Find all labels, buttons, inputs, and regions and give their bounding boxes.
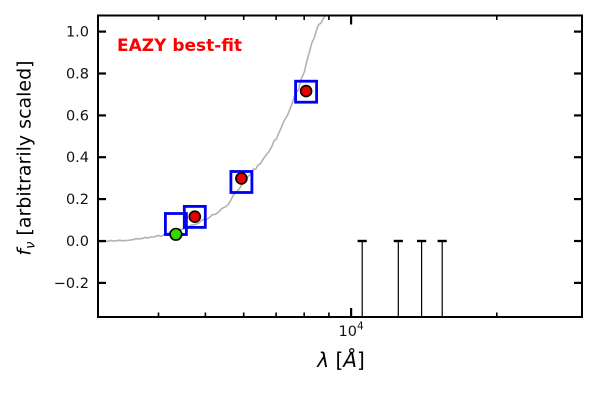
ylabel-symbol: f [13,248,36,256]
y-tick-label: −0.2 [54,276,89,292]
y-tick-label: 0.2 [66,192,89,208]
annotation-text: EAZY best-fit [117,36,243,56]
model-photometry-marker [182,204,207,229]
y-tick-label: 0.8 [66,67,89,83]
xlabel-unit: Å [343,348,357,372]
axes-frame [97,14,583,318]
observed-photometry-marker [299,84,313,98]
x-axis-label: λ [Å] [317,348,365,372]
xlabel-symbol: λ [317,348,330,372]
faint-detection-marker [169,227,183,241]
ylabel-units: [arbitrarily scaled] [13,60,36,242]
y-tick-label: 1.0 [66,25,89,41]
ylabel-subscript: ν [23,241,39,249]
observed-photometry-marker [188,210,202,223]
x-major-tick-label: 104 [339,321,364,341]
y-axis-label: fν [arbitrarily scaled] [14,60,39,255]
y-tick-label: 0.0 [66,234,89,250]
model-photometry-marker [294,79,319,104]
y-tick-label: 0.4 [66,150,89,166]
xlabel-open-bracket: [ [329,348,344,372]
plot-annotation: EAZY best-fit [117,37,242,56]
y-tick-label: 0.6 [66,108,89,124]
model-spectrum-line [98,15,327,243]
model-photometry-marker [229,170,254,194]
xlabel-close-bracket: ] [356,348,365,372]
observed-photometry-marker [235,172,248,185]
